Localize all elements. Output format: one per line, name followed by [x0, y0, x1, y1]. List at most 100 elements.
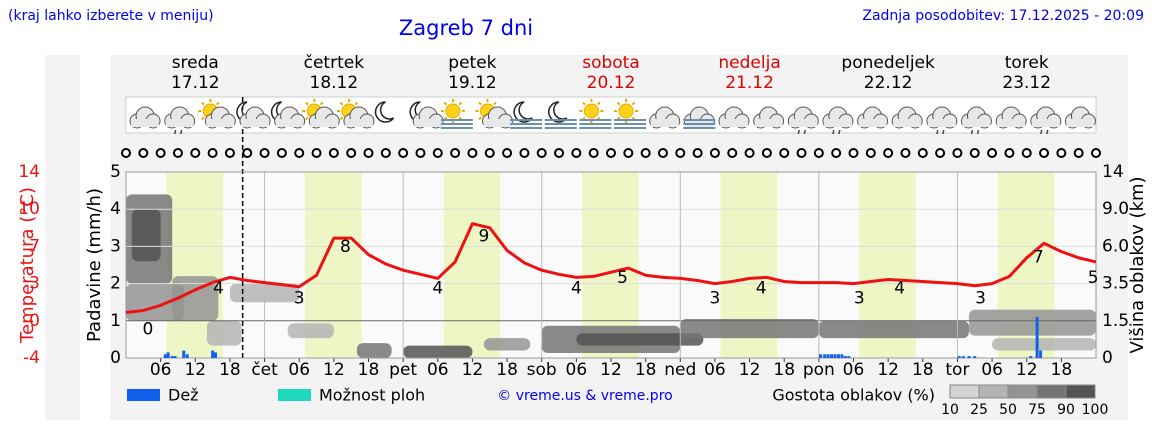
cloud-axis-title: Višina oblakov (km) — [1127, 176, 1148, 353]
x-tick-label: 12 — [462, 360, 484, 380]
wind-marker — [554, 148, 565, 158]
precip-bar — [847, 356, 851, 358]
cloud-legend-label: 25 — [970, 402, 988, 418]
weather-icon — [270, 101, 306, 129]
y-tick-label: 0 — [110, 348, 121, 368]
wind-marker — [450, 148, 461, 158]
cloud-tick-label: 9.0 — [1102, 199, 1129, 219]
wind-marker — [675, 148, 686, 158]
wind-marker — [813, 148, 824, 158]
precip-bar — [1029, 356, 1033, 358]
weather-icon — [1064, 106, 1096, 129]
wind-marker — [415, 148, 426, 158]
icon-rain — [942, 129, 945, 135]
cloud-tick-label: 6.0 — [1102, 236, 1129, 256]
weather-icon — [857, 106, 889, 129]
day-name: petek — [448, 53, 496, 73]
icon-ray — [201, 101, 205, 106]
wind-marker — [294, 148, 305, 158]
icon-cloud — [344, 119, 373, 127]
day-date: 23.12 — [1002, 73, 1051, 93]
y-tick-label: 5 — [110, 162, 121, 182]
icon-ray — [443, 101, 448, 106]
icon-cloud — [275, 119, 304, 127]
icon-cloud — [1031, 119, 1060, 127]
wind-marker — [831, 148, 842, 158]
wind-marker — [1091, 148, 1101, 158]
precip-bar — [819, 354, 823, 358]
icon-cloud — [131, 119, 160, 127]
weather-icon — [960, 106, 992, 135]
cloud-block — [818, 320, 969, 339]
precip-bar — [840, 354, 844, 358]
legend-label: Dež — [168, 386, 199, 405]
day-date: 21.12 — [725, 73, 774, 93]
x-tick-label: 06 — [843, 360, 865, 380]
legend-swatch — [278, 389, 311, 401]
wind-marker — [744, 148, 755, 158]
x-tick-label: 12 — [600, 360, 622, 380]
wind-marker — [224, 148, 235, 158]
precip-bar — [957, 356, 961, 358]
cloud-legend-label: 50 — [999, 402, 1017, 418]
precip-bar — [843, 356, 847, 358]
icon-sun — [618, 103, 634, 119]
icon-ray — [305, 116, 309, 121]
wind-marker — [138, 148, 149, 158]
x-tick-label: 18 — [912, 360, 934, 380]
icon-rain — [1046, 129, 1049, 135]
temp-label: 3 — [854, 289, 865, 309]
day-name: nedelja — [718, 53, 780, 73]
cloud-block — [576, 333, 704, 346]
icon-cloud — [1066, 119, 1095, 127]
side-panel — [45, 55, 80, 420]
weather-icon — [374, 101, 395, 123]
wind-marker — [606, 148, 616, 158]
wind-marker — [536, 148, 547, 158]
x-tick-label: 12 — [323, 360, 345, 380]
wind-marker — [346, 148, 357, 158]
weather-icon — [409, 101, 444, 129]
wind-marker — [640, 148, 651, 158]
icon-ray — [493, 101, 497, 106]
weather-icon — [336, 99, 375, 129]
cloud-legend-label: 10 — [941, 402, 959, 418]
icon-cloud — [165, 119, 194, 127]
icon-moon — [374, 101, 395, 123]
icon-cloud — [927, 119, 956, 127]
day-date: 20.12 — [587, 73, 636, 93]
icon-ray — [478, 116, 482, 121]
temp-label: 3 — [975, 289, 986, 309]
wind-marker — [657, 148, 668, 158]
wind-marker — [900, 148, 911, 158]
precip-bar — [830, 354, 834, 358]
x-tick-label: 18 — [635, 360, 657, 380]
cloud-legend-swatch — [1007, 384, 1038, 399]
weather-icon — [753, 106, 785, 129]
icon-ray — [354, 101, 359, 106]
wind-marker — [259, 148, 270, 158]
icon-ray — [597, 101, 601, 106]
day-name: sobota — [582, 53, 640, 73]
wind-marker — [1056, 148, 1067, 158]
weather-icon — [510, 101, 543, 129]
weather-icon — [475, 99, 513, 129]
updated: Zadnja posodobitev: 17.12.2025 - 20:09 — [862, 8, 1144, 24]
x-tick-label: 06 — [566, 360, 588, 380]
precip-bar — [836, 354, 840, 358]
cloud-legend-swatch — [978, 384, 1009, 399]
y-tick-label: 4 — [110, 199, 121, 219]
wind-marker — [935, 148, 946, 158]
precip-bar — [967, 356, 971, 358]
cloud-block — [172, 276, 219, 321]
weather-icon — [236, 101, 271, 129]
precip-axis-title: Padavine (mm/h) — [84, 188, 105, 342]
x-tick-label: 06 — [981, 360, 1003, 380]
wind-marker — [432, 148, 443, 158]
weather-icon — [683, 106, 716, 129]
cloud-block — [287, 323, 334, 339]
weather-icon — [614, 99, 647, 129]
x-tick-label: 06 — [288, 360, 310, 380]
weather-icon — [1030, 106, 1062, 135]
y-tick-label: 1 — [110, 311, 121, 331]
